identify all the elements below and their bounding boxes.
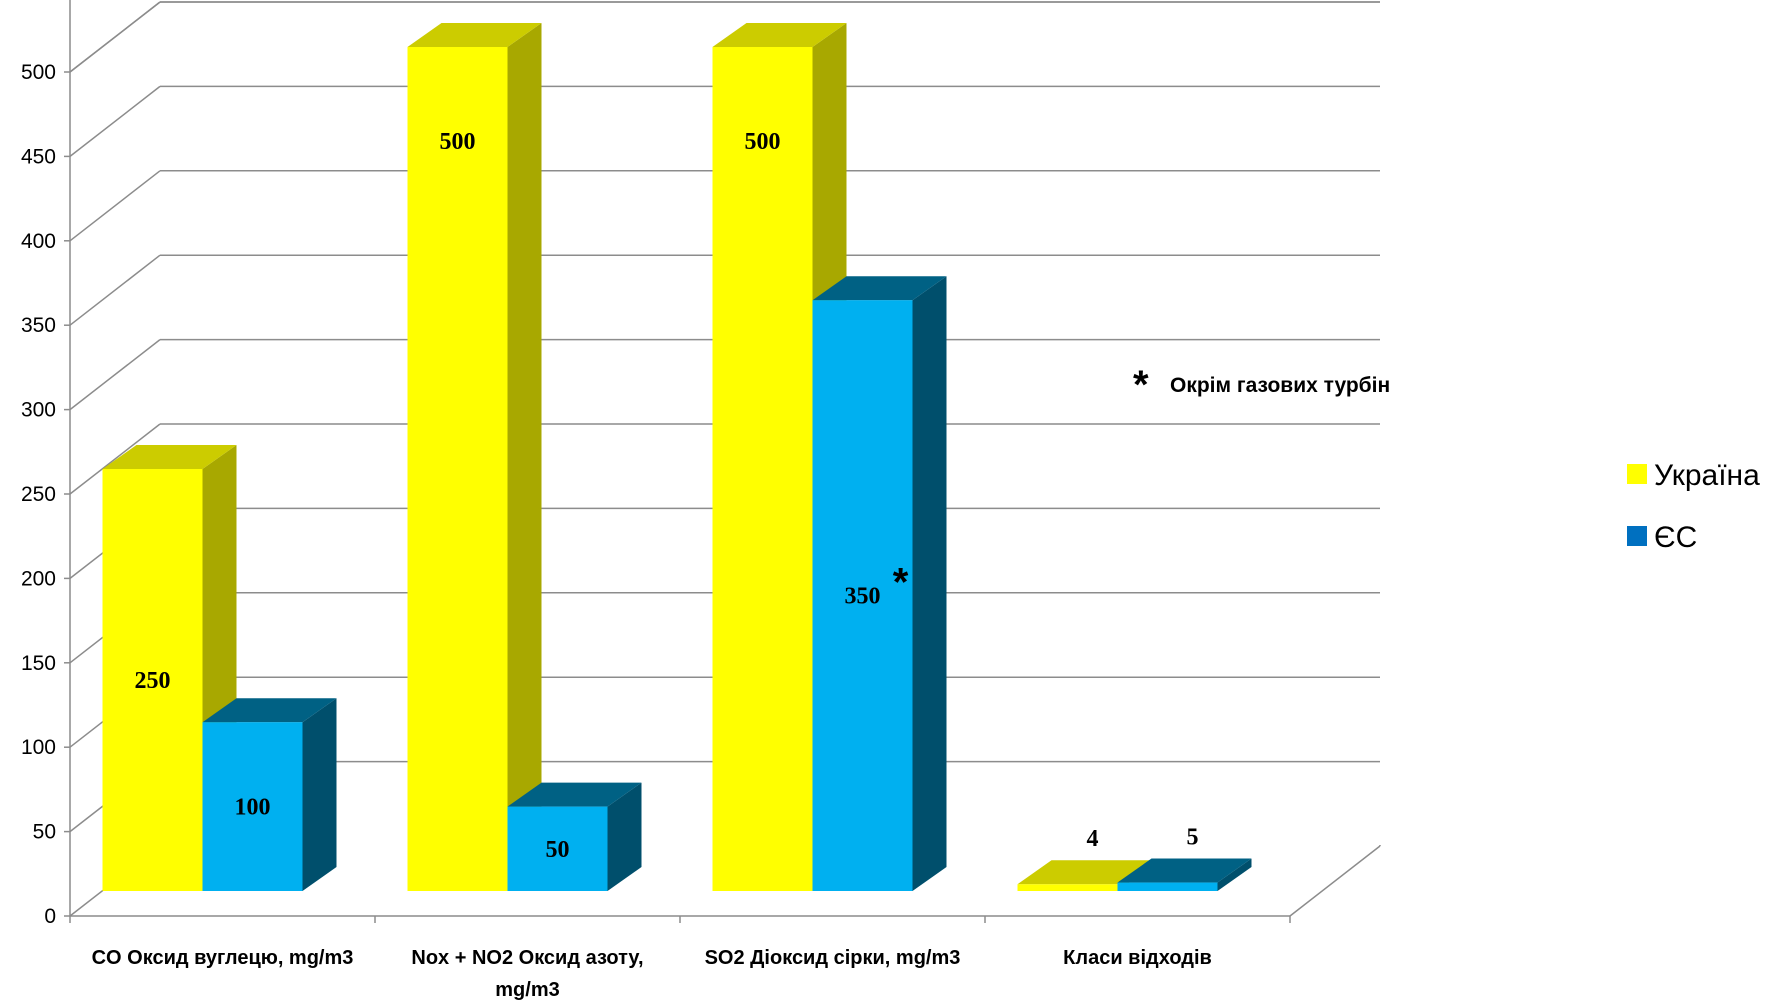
gridline-depth <box>69 85 161 157</box>
floor-side <box>1289 845 1381 917</box>
y-tick-label: 250 <box>21 483 56 506</box>
bar-top <box>102 445 237 469</box>
annotation: * Окрім газових турбін <box>1133 363 1390 407</box>
bar-front <box>102 469 203 891</box>
bar-ukraine <box>407 23 542 891</box>
data-label: 350 <box>845 584 881 610</box>
y-tick-label: 100 <box>21 736 56 759</box>
bar-eu <box>812 276 947 891</box>
gridline-depth <box>69 1 161 73</box>
bar-front <box>1117 882 1218 891</box>
y-tick-label: 300 <box>21 399 56 422</box>
bar-top <box>1117 858 1252 883</box>
bar-top <box>202 698 337 723</box>
data-label-marker: * <box>893 561 909 605</box>
bar-top <box>812 276 947 301</box>
data-label: 500 <box>745 129 781 155</box>
bar-front <box>1017 884 1118 891</box>
y-tick-label: 500 <box>21 61 56 84</box>
bar-front <box>407 47 508 891</box>
y-tick-label: 150 <box>21 652 56 675</box>
bar-ukraine <box>102 445 237 891</box>
gridline-depth <box>69 170 161 242</box>
data-label: 250 <box>135 668 171 694</box>
bar-eu <box>202 698 337 891</box>
legend: Україна ЄС <box>1627 459 1760 554</box>
bar-top <box>407 23 542 47</box>
bar-top <box>507 782 642 807</box>
legend-swatch <box>1627 464 1647 484</box>
bar-front <box>812 300 913 891</box>
annotation-marker: * <box>1133 363 1149 407</box>
gridline-depth <box>69 339 161 411</box>
data-label: 5 <box>1187 825 1199 851</box>
bar-eu <box>1117 858 1252 891</box>
annotation-text: Окрім газових турбін <box>1170 374 1390 397</box>
data-label: 500 <box>440 129 476 155</box>
gridline-depth <box>69 423 161 495</box>
bar-side <box>507 23 542 891</box>
data-label: 4 <box>1087 826 1099 852</box>
x-category-label: SO2 Діоксид сірки, mg/m3 <box>705 947 961 969</box>
bar-front <box>712 47 813 891</box>
bar-top <box>1017 860 1152 885</box>
bar-top <box>712 23 847 47</box>
legend-label: Україна <box>1654 459 1760 492</box>
legend-swatch <box>1627 526 1647 546</box>
x-category-label: Класи відходів <box>1063 947 1212 969</box>
bar-side <box>912 276 947 891</box>
legend-label: ЄС <box>1654 521 1697 554</box>
x-category-label: Nox + NO2 Оксид азоту, <box>411 947 643 969</box>
bar-side <box>302 698 337 891</box>
y-tick-label: 450 <box>21 145 56 168</box>
y-tick-label: 350 <box>21 314 56 337</box>
gridline-depth <box>69 254 161 326</box>
data-label: 100 <box>235 795 271 821</box>
bar-eu <box>507 782 642 891</box>
bar-front <box>202 722 303 891</box>
bar-front <box>507 806 608 891</box>
y-tick-label: 400 <box>21 230 56 253</box>
y-tick-label: 50 <box>33 821 56 844</box>
data-label: 50 <box>546 837 570 863</box>
bar-layer <box>102 23 1252 891</box>
x-category-label: mg/m3 <box>495 979 559 1001</box>
bar-side <box>607 782 642 891</box>
x-category-label: CO Оксид вуглецю, mg/m3 <box>92 947 354 969</box>
y-tick-label: 200 <box>21 567 56 590</box>
y-tick-label: 0 <box>44 905 56 928</box>
bar-side <box>1217 858 1252 891</box>
label-layer: 250 500 500 4 100 50 350 * 5 <box>135 129 1199 863</box>
